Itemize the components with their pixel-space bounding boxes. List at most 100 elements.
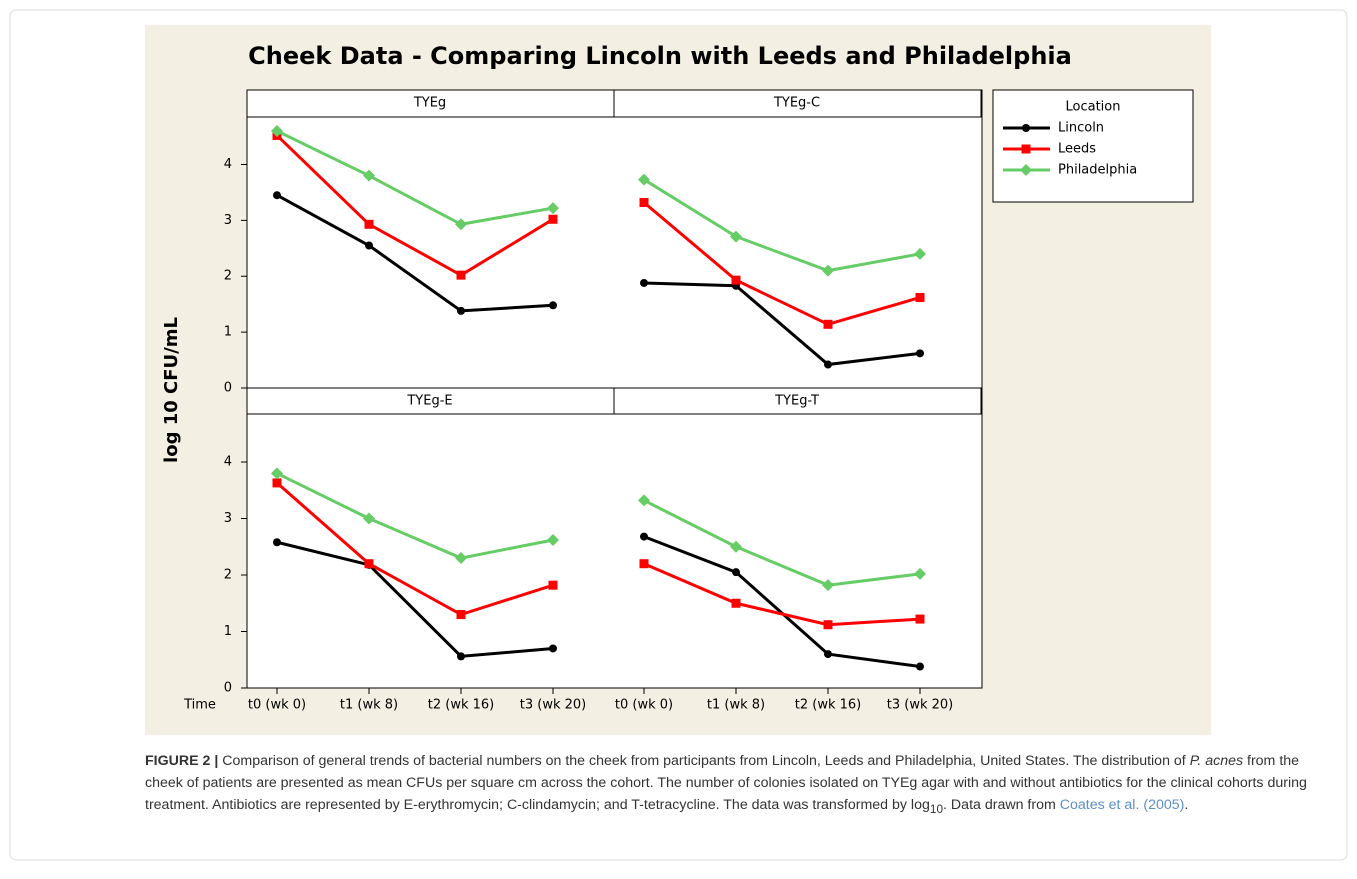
legend-marker [1021,144,1031,154]
y-tick-label: 3 [224,511,232,526]
point [914,247,926,260]
x-tick-label: t1 (wk 8) [707,698,765,713]
series-line [276,540,554,658]
point [365,241,373,250]
point [824,650,832,659]
x-tick-label: t0 (wk 0) [615,698,673,713]
y-tick-label: 2 [224,269,232,284]
series-line [276,481,554,617]
point [547,202,559,215]
y-tick-label: 2 [224,568,232,583]
point [456,610,466,620]
point [824,360,832,369]
y-axis-label: log 10 CFU/mL [161,317,182,463]
point [730,540,742,553]
figure-frame [9,9,1348,861]
legend-label: Leeds [1058,142,1096,157]
y-tick-label: 3 [224,213,232,228]
x-tick-label: t3 (wk 20) [520,698,586,713]
caption-italic: P. acnes [1189,753,1244,769]
y-tick-label: 0 [224,681,232,696]
point [915,292,925,302]
point [640,532,648,541]
legend-title: Location [1066,100,1121,115]
caption-subscript: 10 [929,801,944,816]
point [639,197,649,207]
point [730,230,742,243]
point [638,494,650,507]
point [455,552,467,565]
point [914,567,926,580]
series-line [276,471,554,560]
panel-title: TYEg [413,96,446,111]
point [364,559,374,569]
point [364,219,374,229]
point [731,598,741,608]
point [455,218,467,231]
point [916,349,924,358]
point [822,579,834,592]
caption-text: . [1184,797,1189,813]
legend-marker [1022,124,1030,132]
x-axis-label: Time [183,698,216,713]
caption-link[interactable]: Coates et al. (2005) [1059,797,1185,813]
point [271,467,283,480]
series-line [643,499,921,587]
x-tick-label: t1 (wk 8) [340,698,398,713]
series-line [276,193,554,313]
point [547,533,559,546]
caption-label: FIGURE 2 | [145,753,219,769]
legend-label: Lincoln [1058,121,1104,136]
point [271,124,283,137]
x-tick-label: t3 (wk 20) [887,698,953,713]
point [639,559,649,569]
point [638,173,650,186]
x-tick-label: t0 (wk 0) [248,698,306,713]
point [823,319,833,329]
y-tick-label: 4 [224,455,232,470]
point [272,478,282,488]
point [363,512,375,525]
point [457,306,465,315]
caption-text: . Data drawn from [943,797,1060,813]
caption-text: from the cheek of patients are presented… [145,753,1307,813]
point [549,644,557,653]
point [823,620,833,630]
point [548,214,558,224]
chart-title: Cheek Data - Comparing Lincoln with Leed… [248,42,1072,70]
point [549,301,557,310]
y-tick-label: 4 [224,157,232,172]
series-line [643,178,921,273]
panel-strip [246,387,615,415]
series-line [643,562,921,627]
caption-text: Comparison of general trends of bacteria… [218,753,1190,769]
panel-strip [613,387,982,415]
point [273,191,281,200]
point [640,278,648,287]
point [457,652,465,661]
series-line [643,281,921,367]
point [732,568,740,577]
panel-title: TYEg-T [774,394,819,409]
point [548,580,558,590]
legend-label: Philadelphia [1058,163,1137,178]
y-tick-label: 1 [224,624,232,639]
panel-title: TYEg-E [406,394,452,409]
series-line [276,129,554,226]
caption: FIGURE 2 | Comparison of general trends … [145,750,1340,820]
legend-marker [1020,164,1032,176]
point [822,264,834,277]
point [456,270,466,280]
panel-title: TYEg-C [773,96,820,111]
point [273,538,281,547]
series-line [275,134,554,277]
x-tick-label: t2 (wk 16) [795,698,861,713]
x-tick-label: t2 (wk 16) [428,698,494,713]
point [916,662,924,671]
panel-strip [613,89,982,118]
point [363,169,375,182]
point [915,614,925,624]
series-line [643,201,921,326]
